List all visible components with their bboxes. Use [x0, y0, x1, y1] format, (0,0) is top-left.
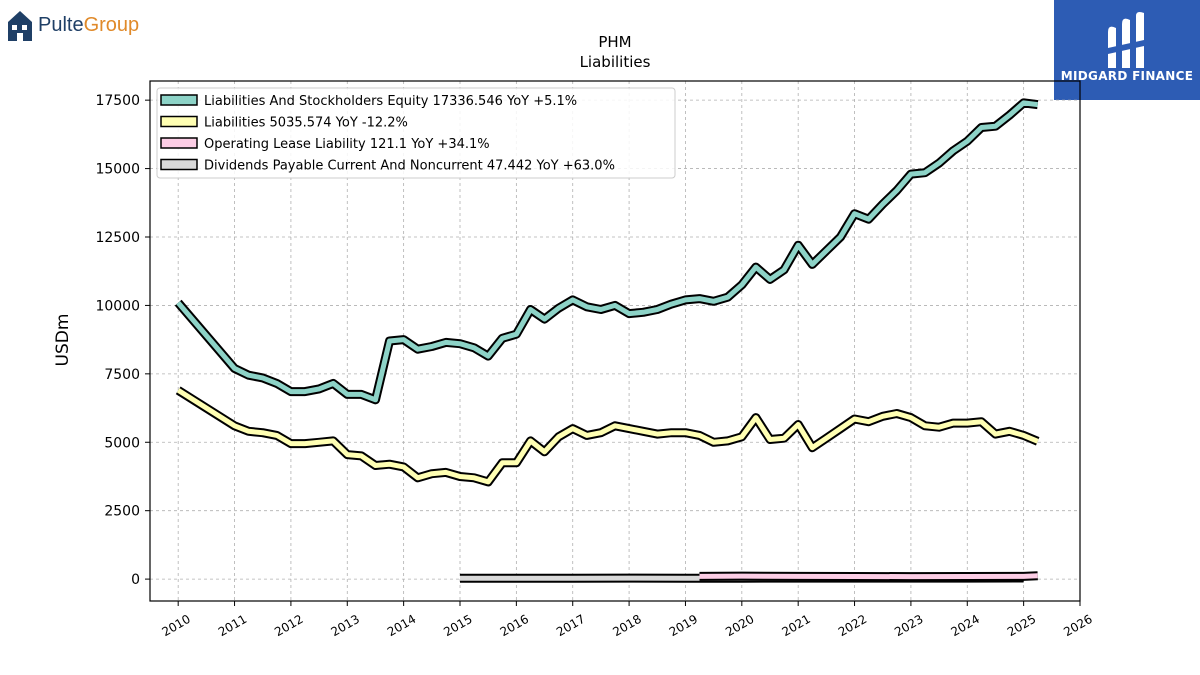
- logo-text-pulte: Pulte: [38, 13, 84, 36]
- y-tick-label: 2500: [104, 504, 140, 520]
- x-tick-label: 2012: [272, 612, 305, 639]
- series-line: [176, 100, 1038, 403]
- y-axis: 0 2500 5000 7500 10000 12500 15000 17500: [95, 93, 150, 588]
- y-tick-label: 0: [131, 572, 140, 588]
- legend-swatch: [160, 115, 198, 128]
- chart-title: PHM: [598, 33, 631, 51]
- x-tick-label: 2018: [610, 612, 643, 639]
- y-tick-label: 15000: [95, 162, 140, 178]
- x-tick-label: 2010: [159, 612, 192, 639]
- legend-entry: Dividends Payable Current And Noncurrent…: [204, 159, 615, 174]
- legend-swatch: [160, 94, 198, 106]
- x-tick-label: 2013: [329, 612, 362, 639]
- pultegroup-logo: PulteGroup: [6, 6, 139, 44]
- midgard-finance-text: MIDGARD FINANCE: [1060, 69, 1194, 83]
- x-tick-label: 2016: [498, 612, 531, 639]
- x-tick-label: 2023: [892, 612, 925, 639]
- series-1: [175, 386, 1040, 487]
- series-line: [699, 573, 1038, 580]
- y-tick-label: 17500: [95, 93, 140, 109]
- legend-entry: Liabilities And Stockholders Equity 1733…: [204, 94, 577, 109]
- house-icon: [8, 11, 32, 41]
- x-tick-label: 2011: [216, 612, 249, 639]
- series-lines: [174, 98, 1040, 583]
- x-tick-label: 2015: [441, 612, 474, 639]
- midgard-finance-logo: MIDGARD FINANCE: [1054, 0, 1200, 100]
- legend-swatch: [160, 158, 198, 171]
- x-tick-label: 2014: [385, 612, 418, 639]
- legend: Liabilities And Stockholders Equity 1733…: [156, 87, 676, 179]
- y-tick-label: 7500: [104, 367, 140, 383]
- x-tick-label: 2017: [554, 612, 587, 639]
- series-outline: [175, 386, 1040, 487]
- midgard-mark-icon: [1108, 12, 1144, 69]
- logo-text-group: Group: [83, 13, 140, 36]
- plot-frame: [149, 80, 1081, 602]
- y-axis-label: USDm: [53, 314, 73, 367]
- x-tick-label: 2019: [667, 612, 700, 639]
- x-tick-label: 2022: [836, 612, 869, 639]
- legend-entry: Liabilities 5035.574 YoY -12.2%: [204, 116, 408, 131]
- x-axis: 2010 2011 2012 2013 2014 2015 2016 2017 2018 2019…: [159, 601, 1095, 639]
- y-tick-label: 10000: [95, 298, 140, 314]
- x-tick-label: 2026: [1061, 612, 1094, 639]
- legend-entry: Operating Lease Liability 121.1 YoY +34.…: [204, 137, 490, 152]
- x-tick-label: 2025: [1005, 612, 1038, 639]
- legend-box: [156, 87, 676, 179]
- chart-subtitle: Liabilities: [580, 53, 651, 71]
- series-0: [174, 98, 1039, 405]
- series-2: [699, 571, 1038, 582]
- series-line: [176, 388, 1039, 485]
- y-tick-label: 12500: [95, 230, 140, 246]
- x-tick-label: 2020: [723, 612, 756, 639]
- y-tick-label: 5000: [104, 435, 140, 451]
- x-tick-label: 2021: [779, 612, 812, 639]
- x-tick-label: 2024: [949, 612, 982, 639]
- legend-swatch: [160, 137, 198, 149]
